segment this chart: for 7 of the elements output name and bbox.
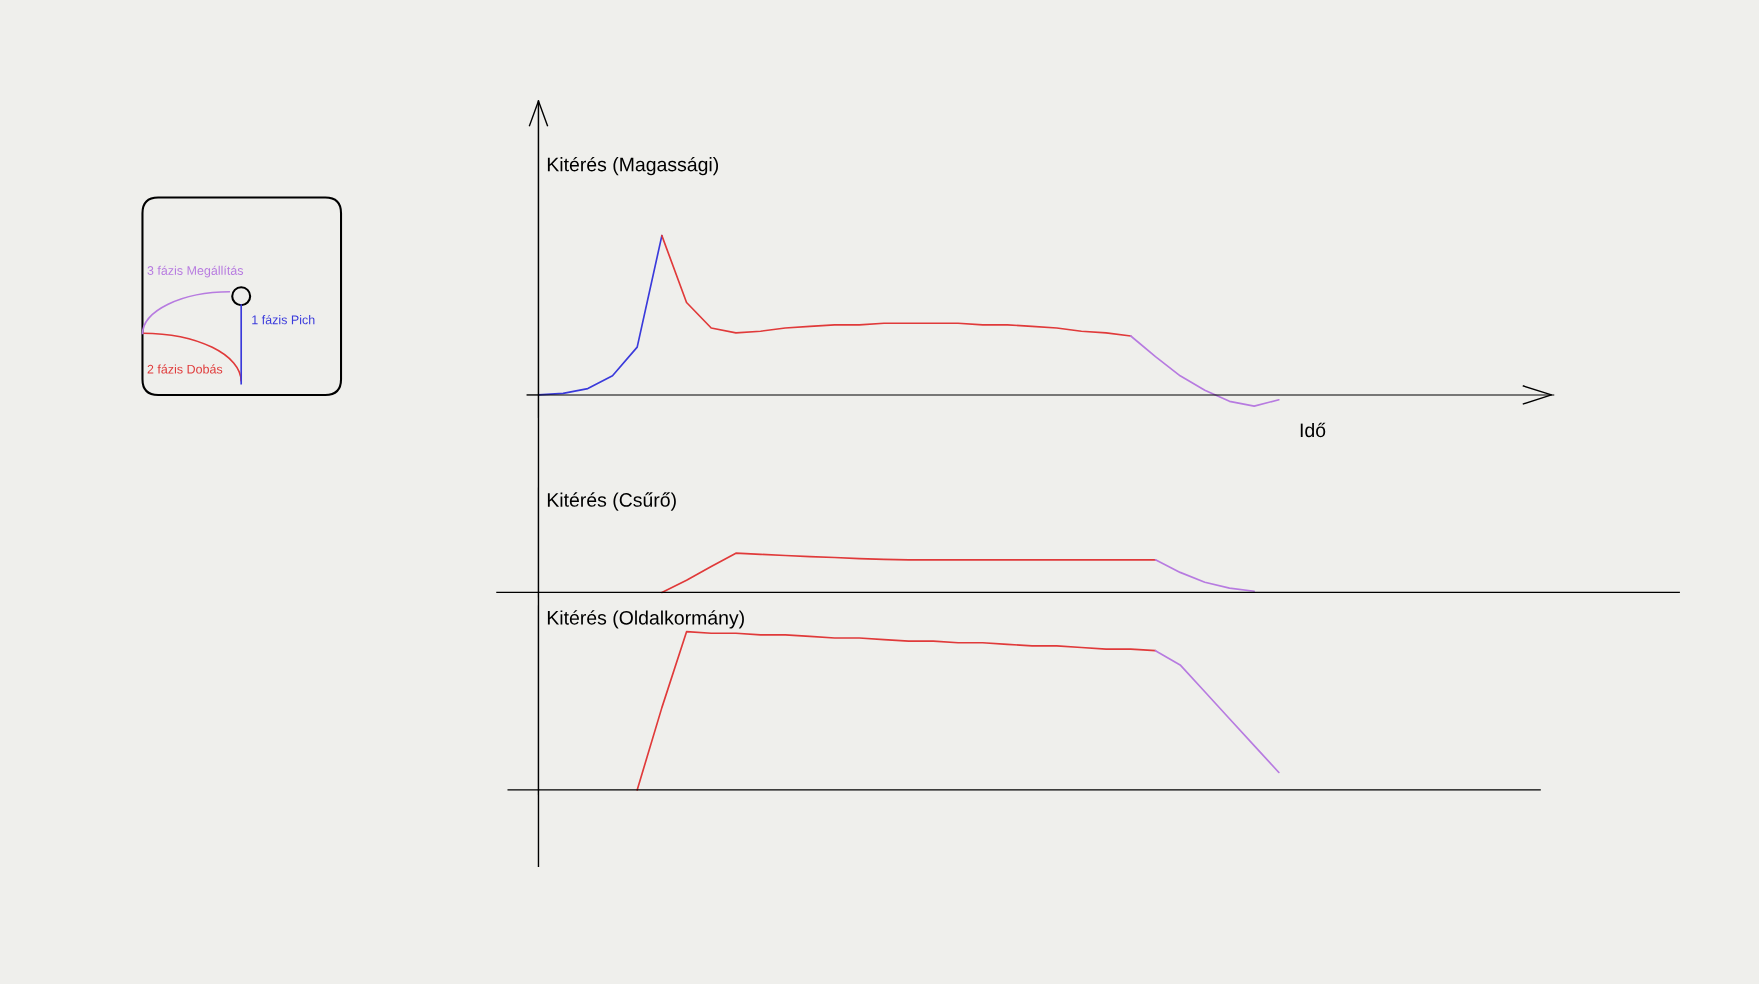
text: 2 fázis Dobás [147,364,223,374]
text: 1 fázis Pich [252,314,315,325]
text: 3 fázis Megállítás [147,265,244,278]
y-axis-title: Kitérés (Csűrő) [547,492,676,511]
y-axis-title: Kitérés (Magassági) [547,156,719,176]
x-axis-title: Idő [1300,422,1326,438]
y-axis-title: Kitérés (Oldalkormány) [547,610,744,629]
